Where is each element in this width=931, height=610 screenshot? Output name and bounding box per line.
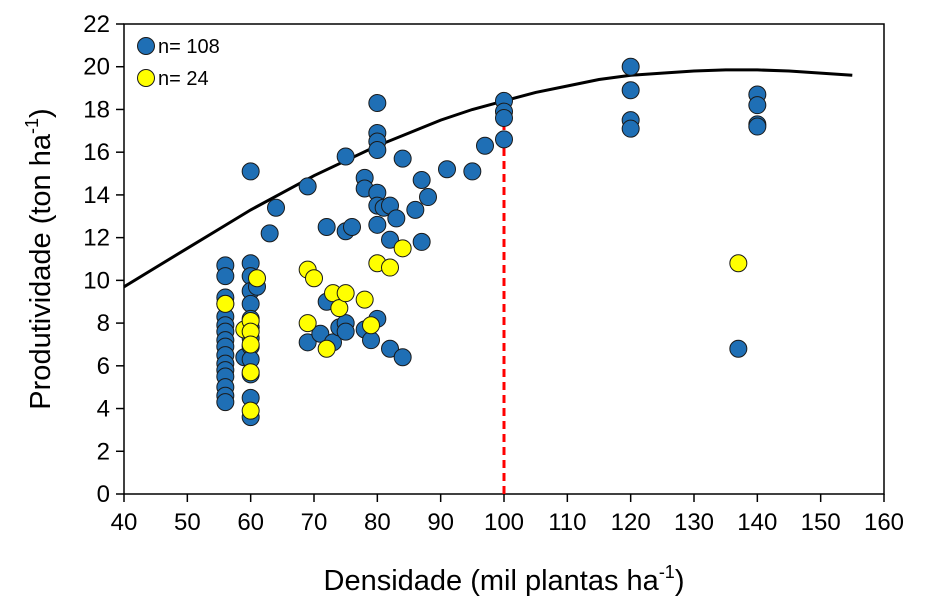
data-point-blue (621, 81, 640, 100)
x-tick-label: 90 (427, 509, 454, 536)
x-axis-label: Densidade (mil plantas ha-1) (324, 562, 685, 597)
data-point-blue (368, 94, 387, 113)
data-point-blue (438, 160, 456, 179)
fit-curve-layer (123, 68, 853, 289)
x-axis: 40 50 60 70 80 90 100 110 120 130 140 150 160 (111, 494, 904, 536)
x-tick-label: 160 (864, 509, 904, 536)
data-point-blue (260, 224, 279, 243)
data-point-yellow (216, 294, 235, 313)
data-point-blue (393, 348, 412, 367)
legend-label: n= 108 (158, 36, 220, 58)
data-point-blue (336, 322, 355, 341)
x-tick-label: 110 (548, 509, 586, 536)
y-axis-label: Produtividade (ton ha-1) (22, 108, 57, 409)
data-point-yellow (248, 269, 266, 288)
data-point-yellow (317, 339, 336, 358)
data-point-blue (368, 215, 387, 234)
data-point-yellow (330, 299, 349, 318)
legend-marker (137, 69, 155, 87)
data-point-yellow (298, 314, 317, 333)
x-tick-label: 70 (301, 509, 328, 536)
legend: n= 108 n= 24 (137, 36, 220, 90)
y-tick-label: 12 (83, 225, 110, 252)
data-point-yellow (241, 401, 260, 420)
y-tick-label: 10 (83, 267, 110, 294)
x-tick-label: 40 (111, 509, 138, 536)
data-point-blue (216, 267, 235, 286)
y-tick-label: 18 (83, 96, 110, 123)
data-point-blue (241, 294, 260, 313)
data-point-yellow (381, 258, 399, 277)
data-point-blue (387, 209, 406, 228)
y-tick-label: 16 (83, 139, 110, 166)
data-point-yellow (305, 269, 323, 288)
data-point-yellow (393, 239, 412, 258)
data-point-blue (621, 57, 640, 76)
data-point-blue (267, 198, 285, 217)
data-point-blue (311, 324, 330, 343)
data-point-yellow (241, 335, 260, 354)
data-points-layer (216, 57, 767, 427)
fit-curve (123, 68, 853, 289)
data-point-blue (298, 177, 317, 196)
data-point-blue (412, 232, 431, 251)
x-tick-label: 100 (484, 509, 524, 536)
y-axis: 0 2 4 6 8 10 12 14 16 18 20 22 (83, 11, 124, 508)
y-tick-label: 22 (83, 11, 110, 38)
data-point-blue (298, 333, 317, 352)
data-point-blue (241, 162, 260, 181)
y-tick-label: 14 (83, 182, 110, 209)
x-tick-label: 150 (801, 509, 841, 536)
x-tick-label: 140 (737, 509, 777, 536)
data-point-blue (748, 117, 767, 136)
x-tick-label: 130 (674, 509, 714, 536)
x-tick-label: 80 (364, 509, 391, 536)
y-tick-label: 0 (97, 481, 110, 508)
data-point-blue (381, 339, 399, 358)
x-tick-label: 120 (611, 509, 651, 536)
y-tick-label: 20 (83, 54, 110, 81)
y-tick-label: 4 (97, 396, 110, 423)
data-point-blue (381, 230, 399, 249)
data-point-blue (748, 96, 767, 115)
data-point-blue (729, 339, 748, 358)
data-point-blue (419, 188, 437, 207)
data-point-blue (336, 147, 355, 166)
data-point-blue (393, 149, 412, 168)
data-point-blue (216, 393, 235, 412)
data-point-yellow (336, 284, 355, 303)
y-tick-label: 8 (97, 310, 110, 337)
x-tick-label: 50 (174, 509, 201, 536)
y-tick-label: 2 (97, 438, 110, 465)
data-point-yellow (362, 316, 380, 335)
data-point-blue (476, 136, 494, 155)
x-tick-label: 60 (237, 509, 264, 536)
data-point-blue (463, 162, 482, 181)
data-point-yellow (355, 290, 374, 309)
legend-label: n= 24 (158, 68, 209, 90)
data-point-blue (412, 170, 431, 189)
data-point-blue (495, 109, 513, 127)
data-point-yellow (729, 254, 748, 273)
data-point-blue (317, 217, 336, 236)
data-point-blue (343, 217, 361, 236)
legend-marker (137, 37, 155, 55)
data-point-yellow (241, 363, 260, 382)
data-point-blue (368, 141, 387, 160)
data-point-blue (621, 119, 640, 138)
data-point-blue (362, 331, 380, 350)
data-point-blue (406, 200, 425, 219)
data-point-blue (495, 130, 513, 149)
y-tick-label: 6 (97, 353, 110, 380)
